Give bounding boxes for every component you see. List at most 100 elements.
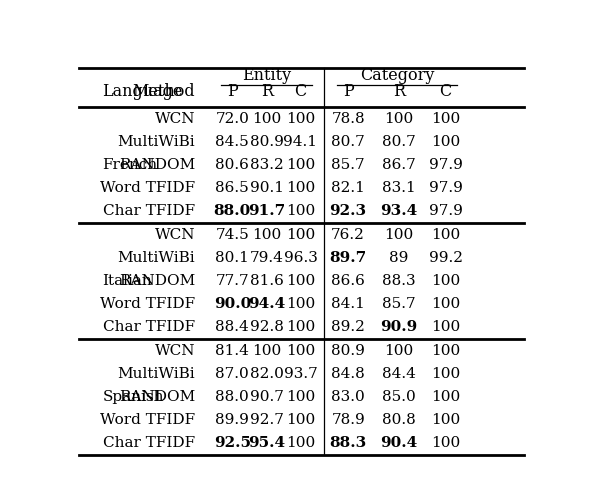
Text: 80.1: 80.1 [215,251,249,265]
Text: 100: 100 [286,413,315,427]
Text: 87.0: 87.0 [215,367,249,381]
Text: 100: 100 [431,436,460,451]
Text: MultiWiBi: MultiWiBi [118,367,195,381]
Text: 100: 100 [286,112,315,125]
Text: Method: Method [133,84,195,101]
Text: 90.9: 90.9 [380,320,418,334]
Text: 100: 100 [431,413,460,427]
Text: 100: 100 [286,181,315,195]
Text: 77.7: 77.7 [215,274,249,288]
Text: WCN: WCN [155,112,195,125]
Text: 100: 100 [286,158,315,172]
Text: 90.0: 90.0 [213,297,251,311]
Text: RANDOM: RANDOM [119,274,195,288]
Text: 100: 100 [252,227,282,242]
Text: Char TFIDF: Char TFIDF [103,436,195,451]
Text: 100: 100 [286,274,315,288]
Text: 100: 100 [286,297,315,311]
Text: 85.0: 85.0 [382,390,416,404]
Text: 83.1: 83.1 [382,181,416,195]
Text: 81.6: 81.6 [250,274,284,288]
Text: 94.1: 94.1 [283,135,318,149]
Text: Word TFIDF: Word TFIDF [100,297,195,311]
Text: 92.8: 92.8 [250,320,284,334]
Text: 83.0: 83.0 [331,390,365,404]
Text: WCN: WCN [155,344,195,358]
Text: 89.2: 89.2 [331,320,365,334]
Text: 88.4: 88.4 [215,320,249,334]
Text: 100: 100 [431,367,460,381]
Text: 100: 100 [385,344,414,358]
Text: Language: Language [103,84,183,101]
Text: 90.4: 90.4 [380,436,418,451]
Text: Category: Category [359,67,434,84]
Text: 95.4: 95.4 [249,436,286,451]
Text: 80.7: 80.7 [331,135,365,149]
Text: 100: 100 [286,227,315,242]
Text: 93.7: 93.7 [283,367,318,381]
Text: 97.9: 97.9 [429,158,462,172]
Text: 92.5: 92.5 [214,436,251,451]
Text: 79.4: 79.4 [250,251,284,265]
Text: French: French [103,158,158,172]
Text: 100: 100 [252,112,282,125]
Text: 100: 100 [385,112,414,125]
Text: 92.3: 92.3 [329,205,367,218]
Text: 92.7: 92.7 [250,413,284,427]
Text: Italian: Italian [103,274,152,288]
Text: 100: 100 [431,274,460,288]
Text: 86.6: 86.6 [331,274,365,288]
Text: 94.4: 94.4 [248,297,286,311]
Text: 100: 100 [431,390,460,404]
Text: Char TFIDF: Char TFIDF [103,205,195,218]
Text: 84.4: 84.4 [382,367,416,381]
Text: 90.7: 90.7 [250,390,284,404]
Text: 90.1: 90.1 [250,181,284,195]
Text: 88.3: 88.3 [382,274,416,288]
Text: 100: 100 [286,344,315,358]
Text: 88.0: 88.0 [213,205,251,218]
Text: RANDOM: RANDOM [119,390,195,404]
Text: WCN: WCN [155,227,195,242]
Text: 100: 100 [286,320,315,334]
Text: MultiWiBi: MultiWiBi [118,135,195,149]
Text: 100: 100 [431,227,460,242]
Text: 84.5: 84.5 [215,135,249,149]
Text: 91.7: 91.7 [248,205,286,218]
Text: P: P [227,84,237,101]
Text: 96.3: 96.3 [283,251,318,265]
Text: 78.9: 78.9 [331,413,365,427]
Text: MultiWiBi: MultiWiBi [118,251,195,265]
Text: 84.8: 84.8 [331,367,365,381]
Text: 89: 89 [389,251,409,265]
Text: 100: 100 [431,320,460,334]
Text: 100: 100 [252,344,282,358]
Text: RANDOM: RANDOM [119,158,195,172]
Text: 80.7: 80.7 [382,135,416,149]
Text: Word TFIDF: Word TFIDF [100,413,195,427]
Text: 88.0: 88.0 [215,390,249,404]
Text: 76.2: 76.2 [331,227,365,242]
Text: 80.8: 80.8 [382,413,416,427]
Text: 100: 100 [431,297,460,311]
Text: 99.2: 99.2 [429,251,462,265]
Text: C: C [440,84,451,101]
Text: 100: 100 [431,344,460,358]
Text: 100: 100 [286,390,315,404]
Text: 85.7: 85.7 [331,158,365,172]
Text: 86.7: 86.7 [382,158,416,172]
Text: 100: 100 [431,112,460,125]
Text: 81.4: 81.4 [215,344,249,358]
Text: 100: 100 [286,205,315,218]
Text: 86.5: 86.5 [215,181,249,195]
Text: 72.0: 72.0 [215,112,249,125]
Text: 89.7: 89.7 [329,251,367,265]
Text: 88.3: 88.3 [329,436,367,451]
Text: R: R [261,84,273,101]
Text: 80.9: 80.9 [331,344,365,358]
Text: 85.7: 85.7 [382,297,416,311]
Text: R: R [393,84,405,101]
Text: 100: 100 [431,135,460,149]
Text: C: C [294,84,307,101]
Text: 97.9: 97.9 [429,205,462,218]
